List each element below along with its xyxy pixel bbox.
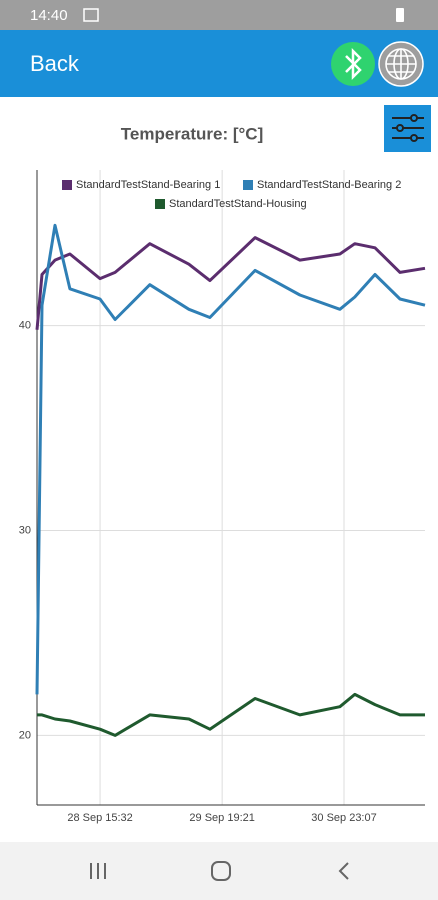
y-tick-label: 30 xyxy=(19,524,31,536)
legend-swatch xyxy=(155,199,165,209)
back-button[interactable]: Back xyxy=(30,51,80,76)
settings-button[interactable] xyxy=(384,105,431,152)
chart-title: Temperature: [°C] xyxy=(121,124,264,143)
x-tick-label: 29 Sep 19:21 xyxy=(189,812,254,824)
bluetooth-button[interactable] xyxy=(331,42,375,86)
legend-label: StandardTestStand-Housing xyxy=(169,198,307,210)
y-tick-label: 20 xyxy=(19,729,31,741)
x-tick-label: 28 Sep 15:32 xyxy=(67,812,132,824)
status-time: 14:40 xyxy=(30,7,68,24)
y-tick-label: 40 xyxy=(19,320,31,332)
nav-icons xyxy=(90,861,349,881)
globe-button[interactable] xyxy=(378,41,424,87)
recent-apps-button[interactable] xyxy=(90,863,106,879)
bluetooth-icon xyxy=(345,47,362,81)
battery-icon xyxy=(396,8,404,22)
nav-bar xyxy=(0,842,438,900)
home-button[interactable] xyxy=(211,861,231,881)
status-icon xyxy=(83,8,99,22)
legend-swatch xyxy=(62,180,72,190)
chart: 20 30 40 28 Sep 15:32 29 Sep 19:21 30 Sep 23:… xyxy=(19,170,426,824)
status-bar xyxy=(0,0,438,30)
x-tick-label: 30 Sep 23:07 xyxy=(311,812,376,824)
legend-label: StandardTestStand-Bearing 2 xyxy=(257,179,401,191)
data-line xyxy=(35,223,426,695)
back-nav-button[interactable] xyxy=(338,862,349,880)
data-line xyxy=(37,692,425,737)
legend-swatch xyxy=(243,180,253,190)
legend-label: StandardTestStand-Bearing 1 xyxy=(76,179,220,191)
globe-icon xyxy=(385,48,417,80)
settings-icon xyxy=(392,114,424,142)
